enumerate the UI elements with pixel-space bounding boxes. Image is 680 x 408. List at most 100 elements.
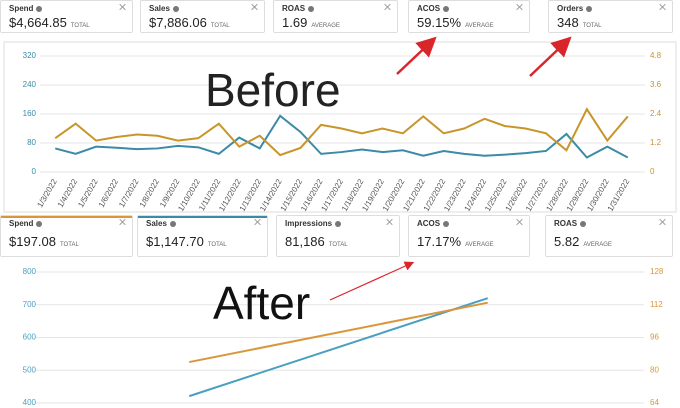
metric-unit: TOTAL <box>70 23 90 29</box>
y2-tick-label: 64 <box>650 398 659 407</box>
info-icon[interactable] <box>443 5 450 12</box>
y2-tick-label: 0 <box>650 167 655 176</box>
label-text: ROAS <box>282 4 306 13</box>
metric-label: ROAS <box>282 4 315 13</box>
metric-unit: TOTAL <box>328 242 348 248</box>
metric-value: 81,186 TOTAL <box>285 234 348 249</box>
metric-label: ROAS <box>554 219 587 228</box>
y2-tick-label: 80 <box>650 365 659 374</box>
label-text: Spend <box>9 219 34 228</box>
metric-card: ROAS 1.69 AVERAGE <box>273 0 398 33</box>
value-text: 5.82 <box>554 234 580 249</box>
info-icon[interactable] <box>169 220 176 227</box>
series-line <box>54 114 629 159</box>
series-line <box>54 107 629 157</box>
metric-label: Spend <box>9 4 43 13</box>
metric-card: Orders 348 TOTAL <box>548 0 673 33</box>
arrow <box>529 36 572 77</box>
metric-label: Sales <box>146 219 176 228</box>
value-text: 59.15% <box>417 15 462 30</box>
y-tick-label: 500 <box>23 365 37 374</box>
y2-tick-label: 112 <box>650 300 663 309</box>
metric-value: $7,886.06 TOTAL <box>149 15 230 30</box>
label-text: Sales <box>146 219 167 228</box>
label-text: ACOS <box>417 4 441 13</box>
metric-unit: TOTAL <box>60 242 79 248</box>
y2-tick-label: 128 <box>650 267 664 276</box>
metric-value: 5.82 AVERAGE <box>554 234 612 249</box>
metric-label: Spend <box>9 219 43 228</box>
label-text: Orders <box>557 4 584 13</box>
metric-unit: TOTAL <box>210 23 230 29</box>
metric-card: ACOS 59.15% AVERAGE <box>408 0 530 33</box>
info-icon[interactable] <box>335 220 342 227</box>
label-text: Sales <box>149 4 170 13</box>
metric-value: $1,147.70 TOTAL <box>146 234 227 249</box>
metric-label: Orders <box>557 4 593 13</box>
metric-card: ROAS 5.82 AVERAGE <box>545 215 673 257</box>
metric-unit: TOTAL <box>207 242 227 248</box>
metric-unit: TOTAL <box>582 23 602 29</box>
info-icon[interactable] <box>443 220 450 227</box>
metric-card: Spend $4,664.85 TOTAL <box>0 0 133 33</box>
metric-value: 17.17% AVERAGE <box>417 234 494 249</box>
info-icon[interactable] <box>36 5 43 12</box>
chart-frame <box>3 41 677 213</box>
accent-bar <box>138 216 267 218</box>
y2-tick-label: 4.8 <box>650 51 662 60</box>
info-icon[interactable] <box>308 5 315 12</box>
y2-tick-label: 3.6 <box>650 80 662 89</box>
metric-label: Impressions <box>285 219 342 228</box>
y-tick-label: 0 <box>32 167 37 176</box>
arrow <box>396 36 437 75</box>
metric-card: Impressions 81,186 TOTAL <box>276 215 400 257</box>
accent-bar <box>1 216 132 218</box>
metric-unit: AVERAGE <box>583 242 612 248</box>
y-tick-label: 700 <box>23 300 37 309</box>
metric-card: Sales $1,147.70 TOTAL <box>137 215 268 257</box>
metric-card: ACOS 17.17% AVERAGE <box>408 215 530 257</box>
metric-card: Spend $197.08 TOTAL <box>0 215 133 257</box>
y-tick-label: 80 <box>27 138 36 147</box>
metric-value: 59.15% AVERAGE <box>417 15 494 30</box>
metric-value: 1.69 AVERAGE <box>282 15 340 30</box>
value-text: 81,186 <box>285 234 325 249</box>
y-tick-label: 240 <box>23 80 37 89</box>
value-text: 1.69 <box>282 15 308 30</box>
metric-value: 348 TOTAL <box>557 15 602 30</box>
label-text: ACOS <box>417 219 441 228</box>
metric-label: ACOS <box>417 219 450 228</box>
y-tick-label: 400 <box>23 398 37 407</box>
y2-tick-label: 1.2 <box>650 138 662 147</box>
y2-tick-label: 2.4 <box>650 109 662 118</box>
y-tick-label: 160 <box>23 109 37 118</box>
metric-card: Sales $7,886.06 TOTAL <box>140 0 265 33</box>
metric-value: $197.08 TOTAL <box>9 234 79 249</box>
label-text: Impressions <box>285 219 333 228</box>
metric-label: ACOS <box>417 4 450 13</box>
annotation: After <box>213 277 310 329</box>
info-icon[interactable] <box>172 5 179 12</box>
arrow <box>329 261 415 301</box>
value-text: $1,147.70 <box>146 234 204 249</box>
metric-unit: AVERAGE <box>465 242 494 248</box>
metric-unit: AVERAGE <box>311 23 340 29</box>
annotation: Before <box>205 64 341 116</box>
metric-unit: AVERAGE <box>465 23 494 29</box>
y-tick-label: 800 <box>23 267 37 276</box>
info-icon[interactable] <box>580 220 587 227</box>
info-icon[interactable] <box>586 5 593 12</box>
info-icon[interactable] <box>36 220 43 227</box>
label-text: ROAS <box>554 219 578 228</box>
y-tick-label: 320 <box>23 51 37 60</box>
label-text: Spend <box>9 4 34 13</box>
value-text: $7,886.06 <box>149 15 207 30</box>
metric-label: Sales <box>149 4 179 13</box>
value-text: 348 <box>557 15 579 30</box>
y-tick-label: 600 <box>23 333 37 342</box>
value-text: $4,664.85 <box>9 15 67 30</box>
y2-tick-label: 96 <box>650 333 659 342</box>
